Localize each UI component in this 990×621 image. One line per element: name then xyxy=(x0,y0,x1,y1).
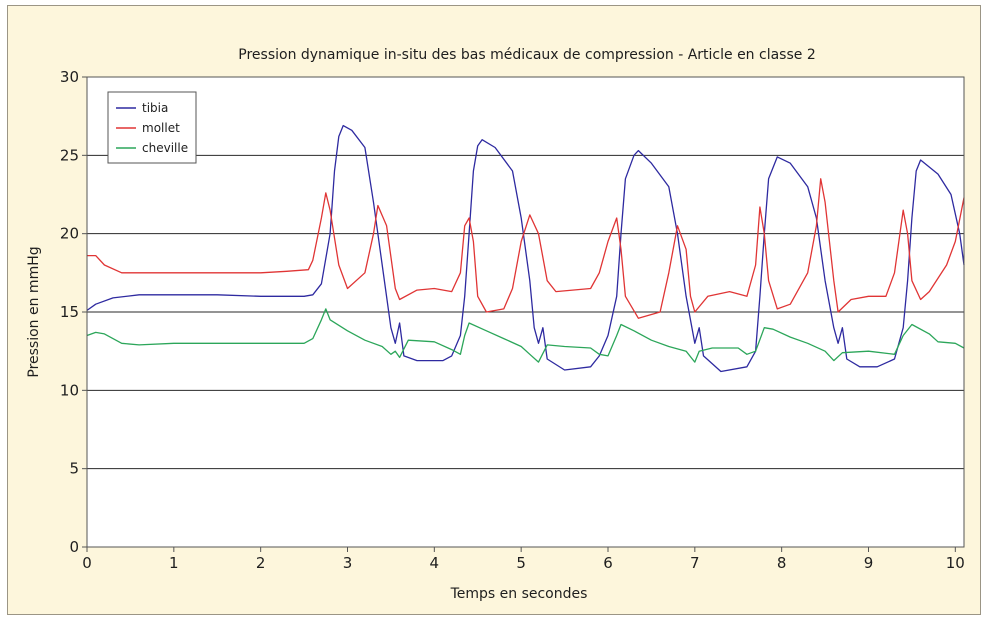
x-tick-label: 4 xyxy=(430,554,440,572)
legend-label-cheville: cheville xyxy=(142,141,188,155)
series-group xyxy=(86,124,965,373)
x-tick-label: 9 xyxy=(864,554,874,572)
y-axis-title: Pression en mmHg xyxy=(26,246,42,377)
y-tick-label: 5 xyxy=(69,460,79,478)
grid-lines xyxy=(87,154,964,470)
series-line-tibia xyxy=(86,124,965,373)
legend: tibia mollet cheville xyxy=(107,91,197,164)
y-tick-label: 25 xyxy=(60,146,79,164)
series-line-cheville xyxy=(86,308,965,363)
y-tick-label: 15 xyxy=(60,303,79,321)
x-tick-label: 10 xyxy=(946,554,965,572)
y-tick-label: 20 xyxy=(60,225,79,243)
x-tick-label: 0 xyxy=(82,554,92,572)
x-tick-label: 5 xyxy=(516,554,526,572)
x-tick-label: 8 xyxy=(777,554,787,572)
legend-label-tibia: tibia xyxy=(142,101,168,115)
x-axis-title: Temps en secondes xyxy=(450,586,588,602)
x-tick-label: 3 xyxy=(343,554,353,572)
chart-frame: Pression dynamique in-situ des bas médic… xyxy=(7,5,981,615)
y-tick-label: 30 xyxy=(60,68,79,86)
x-tick-label: 6 xyxy=(603,554,613,572)
y-tick-label: 10 xyxy=(60,381,79,399)
chart-canvas: Pression dynamique in-situ des bas médic… xyxy=(26,47,965,602)
axis-ticks: 0 5 10 15 20 25 30 0 1 2 3 4 5 6 7 8 9 10 xyxy=(60,68,965,572)
x-tick-label: 7 xyxy=(690,554,700,572)
series-line-mollet xyxy=(87,178,965,319)
chart-title: Pression dynamique in-situ des bas médic… xyxy=(238,47,815,63)
x-tick-label: 2 xyxy=(256,554,266,572)
legend-label-mollet: mollet xyxy=(142,121,180,135)
y-tick-label: 0 xyxy=(69,538,79,556)
x-tick-label: 1 xyxy=(169,554,179,572)
